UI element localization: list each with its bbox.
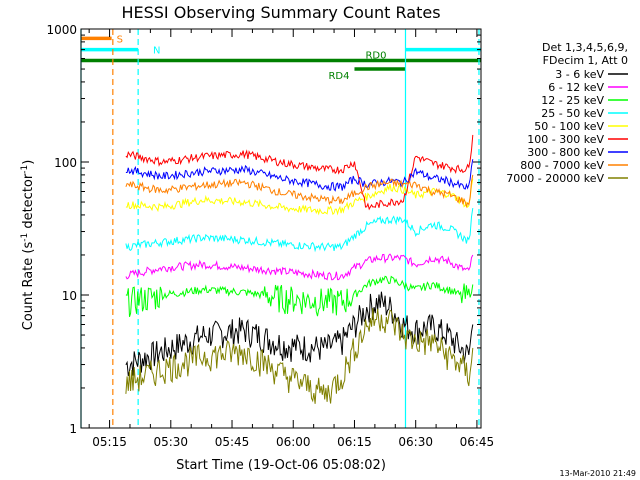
legend-entry-label: 6 - 12 keV bbox=[548, 81, 604, 94]
status-bar-label: RD0 bbox=[365, 50, 386, 61]
x-tick-label: 06:45 bbox=[460, 435, 495, 449]
series-lines bbox=[125, 134, 474, 404]
status-bar-label: RD4 bbox=[328, 71, 349, 82]
y-tick-label: 1 bbox=[69, 422, 77, 436]
y-tick-label: 100 bbox=[54, 156, 77, 170]
legend: Det 1,3,4,5,6,9, FDecim 1, Att 0 3 - 6 k… bbox=[506, 41, 628, 185]
legend-entry-label: 3 - 6 keV bbox=[555, 68, 604, 81]
y-tick-label: 10 bbox=[62, 289, 77, 303]
series-line bbox=[125, 178, 474, 216]
status-bar-label: S bbox=[117, 34, 123, 45]
y-tick-label: 1000 bbox=[46, 23, 77, 37]
series-line bbox=[125, 307, 474, 404]
legend-entry-label: 7000 - 20000 keV bbox=[506, 172, 604, 185]
chart-title: HESSI Observing Summary Count Rates bbox=[121, 3, 440, 22]
x-tick-label: 05:15 bbox=[92, 435, 127, 449]
y-axis-label: Count Rate (s-1 detector-1) bbox=[20, 160, 36, 331]
status-bar-label: N bbox=[153, 46, 160, 57]
series-line bbox=[125, 208, 474, 253]
x-tick-label: 06:00 bbox=[276, 435, 311, 449]
legend-entry-label: 300 - 800 keV bbox=[527, 146, 604, 159]
series-line bbox=[125, 253, 474, 281]
x-axis-label: Start Time (19-Oct-06 05:08:02) bbox=[176, 458, 386, 473]
status-bars: S N RD0 RD4 bbox=[81, 34, 481, 82]
series-line bbox=[125, 134, 474, 211]
legend-entry-label: 12 - 25 keV bbox=[541, 94, 604, 107]
x-tick-label: 06:30 bbox=[398, 435, 433, 449]
series-line bbox=[125, 159, 474, 192]
legend-entry-label: 100 - 300 keV bbox=[527, 133, 604, 146]
legend-header-2: FDecim 1, Att 0 bbox=[543, 54, 628, 67]
x-tick-label: 05:45 bbox=[215, 435, 250, 449]
legend-entry-label: 800 - 7000 keV bbox=[520, 159, 604, 172]
axes: 1 10 100 1000 05:15 05:30 05:45 06:00 06:15 06:30… bbox=[46, 23, 494, 449]
series-line bbox=[125, 275, 474, 318]
x-tick-label: 05:30 bbox=[153, 435, 188, 449]
plot-frame bbox=[80, 28, 482, 429]
legend-header-1: Det 1,3,4,5,6,9, bbox=[542, 41, 628, 54]
legend-entry-label: 50 - 100 keV bbox=[534, 120, 604, 133]
series-line bbox=[125, 291, 474, 377]
footer-timestamp: 13-Mar-2010 21:49 bbox=[560, 469, 637, 478]
x-tick-label: 06:15 bbox=[337, 435, 372, 449]
series-line bbox=[125, 174, 474, 209]
legend-entry-label: 25 - 50 keV bbox=[541, 107, 604, 120]
